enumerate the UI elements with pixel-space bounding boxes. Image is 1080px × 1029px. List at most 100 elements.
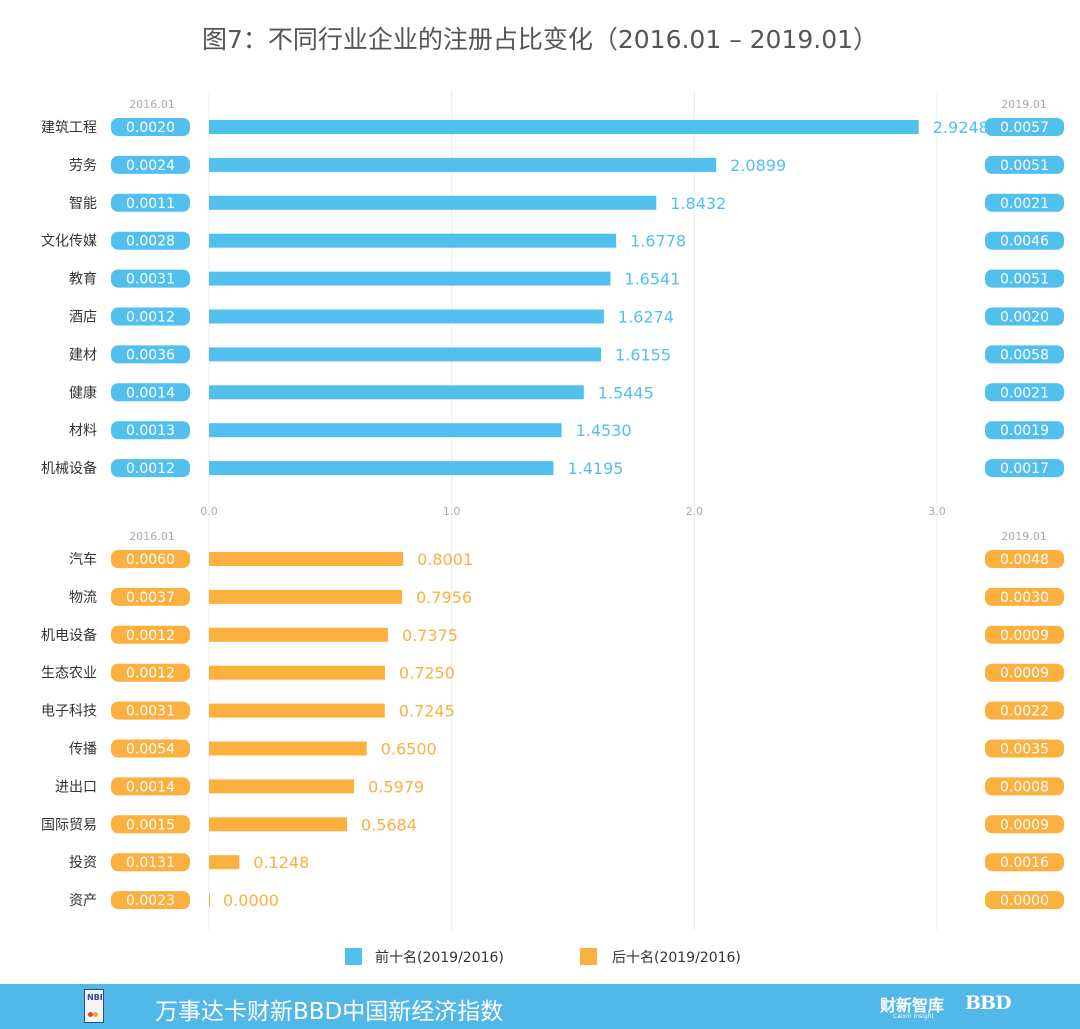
- share-2019-value: 0.0030: [1000, 590, 1049, 606]
- share-2016-pill: [111, 815, 190, 834]
- share-2019-pill: [985, 853, 1064, 872]
- category-label: 建材: [69, 347, 97, 363]
- share-2019-value: 0.0048: [1000, 552, 1049, 568]
- share-2016-pill: [111, 269, 190, 288]
- category-label: 资产: [69, 893, 97, 909]
- share-2019-pill: [985, 155, 1064, 174]
- share-2019-value: 0.0051: [1000, 272, 1049, 288]
- share-2019-value: 0.0057: [1000, 120, 1049, 136]
- bar: [209, 855, 240, 870]
- share-2016-pill: [111, 231, 190, 250]
- share-2016-pill: [111, 625, 190, 644]
- category-label: 智能: [69, 196, 97, 212]
- bar: [209, 893, 210, 908]
- bar: [209, 423, 562, 438]
- share-2016-value: 0.0024: [126, 158, 175, 174]
- x-tick-label: 0.0: [200, 505, 218, 518]
- share-2019-value: 0.0035: [1000, 742, 1049, 758]
- share-2019-pill: [985, 550, 1064, 568]
- category-label: 物流: [69, 590, 97, 606]
- bar-value-label: 0.8001: [417, 550, 473, 569]
- category-label: 汽车: [69, 551, 97, 568]
- share-2019-pill: [985, 663, 1064, 682]
- share-2016-pill: [111, 307, 190, 326]
- bar: [209, 157, 717, 172]
- category-label: 机械设备: [41, 460, 97, 477]
- bar: [209, 120, 919, 134]
- bar-value-label: 1.8432: [670, 194, 726, 213]
- share-2019-pill: [985, 421, 1064, 440]
- share-2016-value: 0.0012: [126, 461, 175, 477]
- bar-value-label: 1.5445: [598, 383, 654, 402]
- bar-value-label: 2.0899: [730, 156, 786, 175]
- share-2019-pill: [985, 231, 1064, 250]
- share-2019-value: 0.0000: [1000, 893, 1049, 909]
- x-tick-label: 2.0: [686, 505, 704, 518]
- legend-label-top: 前十名(2019/2016): [375, 949, 504, 966]
- x-tick-label: 1.0: [443, 505, 461, 518]
- share-2016-pill: [111, 777, 190, 796]
- chart-area: 2016.01 2019.01 建筑工程 0.0020 0.0057 2.9248 劳务 0.…: [41, 90, 1064, 966]
- category-label: 投资: [69, 855, 97, 871]
- share-2019-pill: [985, 625, 1064, 644]
- share-2016-pill: [111, 663, 190, 682]
- category-label: 生态农业: [41, 666, 97, 682]
- chart-title: 图7：不同行业企业的注册占比变化（2016.01 – 2019.01）: [201, 25, 879, 54]
- bar: [209, 779, 355, 794]
- share-2016-value: 0.0014: [126, 779, 175, 795]
- share-2019-pill: [985, 193, 1064, 212]
- share-2019-pill: [985, 701, 1064, 720]
- bar: [209, 741, 367, 756]
- share-2016-value: 0.0031: [126, 704, 175, 720]
- bar: [209, 627, 388, 642]
- share-2016-value: 0.0060: [126, 552, 175, 568]
- share-2019-value: 0.0020: [1000, 310, 1049, 326]
- bar-value-label: 1.6274: [618, 308, 674, 327]
- bar-value-label: 0.0000: [223, 891, 279, 910]
- share-2019-pill: [985, 777, 1064, 796]
- bottom-left-header: 2016.01: [129, 530, 175, 543]
- share-2016-pill: [111, 891, 190, 910]
- share-2019-pill: [985, 891, 1064, 910]
- share-2016-value: 0.0131: [126, 855, 175, 871]
- share-2019-pill: [985, 307, 1064, 326]
- caixin-insight-sub: Caixin Insight: [893, 1013, 934, 1020]
- share-2019-value: 0.0021: [1000, 196, 1049, 212]
- share-2019-pill: [985, 345, 1064, 364]
- category-label: 国际贸易: [41, 817, 97, 833]
- share-2016-value: 0.0012: [126, 666, 175, 682]
- share-2019-pill: [985, 459, 1064, 478]
- share-2019-value: 0.0051: [1000, 158, 1049, 174]
- share-2016-value: 0.0012: [126, 628, 175, 644]
- bottom-right-header: 2019.01: [1001, 530, 1047, 543]
- category-label: 建筑工程: [41, 120, 97, 136]
- top-right-header: 2019.01: [1001, 98, 1047, 111]
- bar: [209, 233, 617, 248]
- nbi-logo-icon: NBI: [84, 989, 104, 1023]
- category-label: 健康: [69, 384, 97, 401]
- share-2016-pill: [111, 550, 190, 568]
- bar-value-label: 1.6155: [615, 345, 671, 364]
- bar-value-label: 1.6541: [624, 270, 680, 289]
- top-left-header: 2016.01: [129, 98, 175, 111]
- bar-value-label: 2.9248: [933, 118, 989, 137]
- category-label: 劳务: [69, 158, 97, 174]
- bar-value-label: 0.7245: [399, 702, 455, 721]
- bar: [209, 347, 602, 362]
- bar-value-label: 0.5684: [361, 815, 417, 834]
- share-2019-value: 0.0017: [1000, 461, 1049, 477]
- share-2016-value: 0.0028: [126, 234, 175, 250]
- footer-title: 万事达卡财新BBD中国新经济指数: [155, 999, 504, 1025]
- share-2019-pill: [985, 739, 1064, 758]
- bar: [209, 309, 604, 324]
- category-label: 文化传媒: [41, 234, 97, 250]
- share-2016-value: 0.0037: [126, 590, 175, 606]
- bar-value-label: 0.6500: [381, 740, 437, 759]
- category-label: 酒店: [69, 310, 97, 326]
- category-label: 进出口: [55, 779, 97, 795]
- bar: [209, 385, 584, 400]
- share-2016-pill: [111, 193, 190, 212]
- bar-value-label: 1.6778: [630, 232, 686, 251]
- share-2019-value: 0.0022: [1000, 704, 1049, 720]
- bar: [209, 552, 404, 566]
